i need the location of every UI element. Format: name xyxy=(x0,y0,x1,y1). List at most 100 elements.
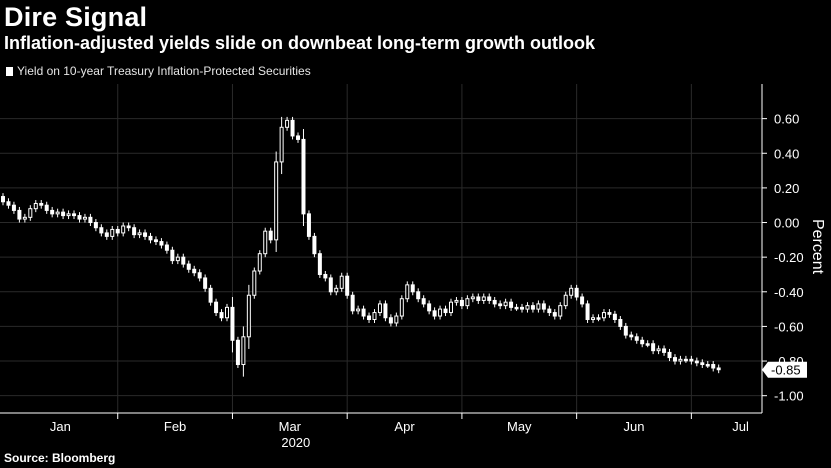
candle-body xyxy=(640,339,645,345)
candle-body xyxy=(672,357,677,362)
candle xyxy=(143,229,148,240)
candle xyxy=(257,250,262,275)
candle-body xyxy=(536,303,541,310)
candle-body xyxy=(153,239,158,243)
candle-body xyxy=(683,358,688,362)
candle-body xyxy=(137,232,142,236)
candle xyxy=(459,296,464,310)
candle-body xyxy=(279,126,284,163)
candle-body xyxy=(399,298,404,317)
candle-body xyxy=(126,225,131,229)
candle xyxy=(672,354,677,365)
candle xyxy=(252,267,257,299)
candle xyxy=(640,336,645,348)
candle-body xyxy=(580,296,585,305)
candle-body xyxy=(203,277,208,289)
candle-body xyxy=(547,308,552,314)
candle xyxy=(197,269,202,282)
candle xyxy=(224,303,229,322)
candle-body xyxy=(33,202,38,210)
candle xyxy=(689,355,694,365)
candle xyxy=(17,206,22,223)
candle-body xyxy=(110,228,115,237)
candle xyxy=(208,284,213,306)
candle-body xyxy=(487,296,492,301)
x-tick-label: Mar xyxy=(279,419,302,434)
candle xyxy=(651,340,656,355)
candle xyxy=(427,300,432,315)
candle-body xyxy=(607,312,612,315)
candle-body xyxy=(645,343,650,346)
candle xyxy=(563,291,568,310)
candle-body xyxy=(514,306,519,310)
candle xyxy=(552,309,557,320)
candle-body xyxy=(448,301,453,314)
candle xyxy=(438,305,443,320)
candle-body xyxy=(470,296,475,300)
candle xyxy=(634,333,639,344)
x-tick-label: May xyxy=(507,419,532,434)
candle-body xyxy=(618,318,623,327)
candle-body xyxy=(530,305,535,310)
candle xyxy=(596,314,601,322)
candle-body xyxy=(356,308,361,312)
candle-body xyxy=(241,336,246,366)
candle xyxy=(711,361,716,372)
candle xyxy=(241,326,246,377)
candle-body xyxy=(569,287,574,296)
candle xyxy=(454,296,459,306)
candle-body xyxy=(214,301,219,314)
candle xyxy=(77,212,82,223)
candle xyxy=(192,265,197,277)
candle-body xyxy=(263,230,268,255)
candle-body xyxy=(623,325,628,336)
candle-body xyxy=(170,249,175,262)
candle-body xyxy=(252,270,257,296)
candle xyxy=(514,303,519,311)
candle-body xyxy=(662,348,667,353)
candle-body xyxy=(39,202,44,206)
candle-body xyxy=(192,268,197,274)
candle-body xyxy=(164,244,169,251)
candle xyxy=(334,284,339,296)
candle-body xyxy=(345,275,350,296)
candle-body xyxy=(498,303,503,307)
candle-body xyxy=(465,298,470,307)
candle xyxy=(339,272,344,292)
y-tick-label: -0.60 xyxy=(774,319,804,334)
candle-body xyxy=(481,296,486,301)
candle-body xyxy=(591,317,596,320)
candle xyxy=(6,198,11,209)
candle xyxy=(82,213,87,223)
candle xyxy=(448,298,453,317)
candle xyxy=(137,229,142,239)
candle xyxy=(50,206,55,218)
candle xyxy=(405,281,410,303)
candle xyxy=(301,129,306,226)
candle xyxy=(492,296,497,308)
candle-body xyxy=(208,287,213,303)
legend: Yield on 10-year Treasury Inflation-Prot… xyxy=(6,64,311,78)
y-axis-label: Percent xyxy=(809,219,826,275)
candle xyxy=(361,305,366,320)
candle xyxy=(274,151,279,252)
candle xyxy=(629,331,634,341)
y-tick-label: 0.00 xyxy=(774,216,799,231)
candle-body xyxy=(66,213,71,217)
candle-body xyxy=(601,312,606,319)
candle xyxy=(591,314,596,323)
candle xyxy=(607,309,612,318)
candle-body xyxy=(694,360,699,364)
candle-body xyxy=(427,303,432,312)
candle xyxy=(115,225,120,237)
x-axis-year-label: 2020 xyxy=(281,435,310,450)
candle-body xyxy=(274,161,279,241)
candle-body xyxy=(509,301,514,308)
candle xyxy=(574,284,579,301)
candle-body xyxy=(711,364,716,369)
candle xyxy=(388,314,393,327)
y-tick-label: 0.60 xyxy=(774,112,799,127)
candle xyxy=(645,340,650,348)
candle xyxy=(525,302,530,313)
candle-body xyxy=(6,201,11,206)
